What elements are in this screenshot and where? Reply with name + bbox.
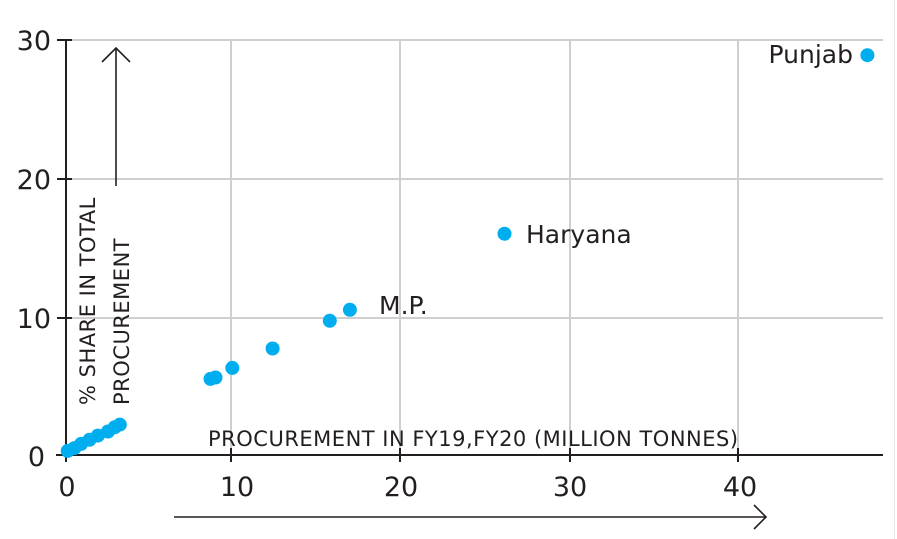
data-point <box>265 341 280 356</box>
data-points <box>60 48 875 458</box>
point-label-mp: M.P. <box>379 291 428 320</box>
y-axis-arrow-icon <box>101 46 131 186</box>
x-tick-label-30: 30 <box>553 472 587 503</box>
y-tick-label-0: 0 <box>28 442 45 473</box>
x-tick-label-20: 20 <box>384 472 418 503</box>
x-axis-title: PROCUREMENT IN FY19,FY20 (MILLION TONNES… <box>208 427 739 451</box>
data-point-haryana <box>497 226 512 241</box>
x-tick-label-0: 0 <box>58 472 75 503</box>
right-border <box>894 0 895 539</box>
data-point <box>225 360 240 375</box>
x-tick-label-10: 10 <box>220 472 254 503</box>
y-axis-title-line1: % SHARE IN TOTAL <box>76 197 100 405</box>
y-tick-labels: 30 20 10 0 <box>17 26 51 473</box>
y-tick-label-20: 20 <box>17 165 51 196</box>
data-point-punjab <box>860 48 875 63</box>
y-axis-title-line2: PROCUREMENT <box>110 238 134 405</box>
x-axis-arrow-icon <box>174 504 768 530</box>
gridlines <box>66 39 883 455</box>
y-tick-label-30: 30 <box>17 26 51 57</box>
point-label-haryana: Haryana <box>526 220 632 249</box>
y-tick-label-10: 10 <box>17 304 51 335</box>
data-point <box>322 313 337 328</box>
x-tick-label-40: 40 <box>723 472 757 503</box>
x-tick-labels: 0 10 20 30 40 <box>58 472 757 503</box>
data-point <box>112 417 127 432</box>
y-axis-title: % SHARE IN TOTAL PROCUREMENT <box>76 197 134 405</box>
axes <box>56 39 883 462</box>
point-label-punjab: Punjab <box>769 40 853 69</box>
data-point <box>208 370 223 385</box>
data-point-mp <box>342 302 357 317</box>
